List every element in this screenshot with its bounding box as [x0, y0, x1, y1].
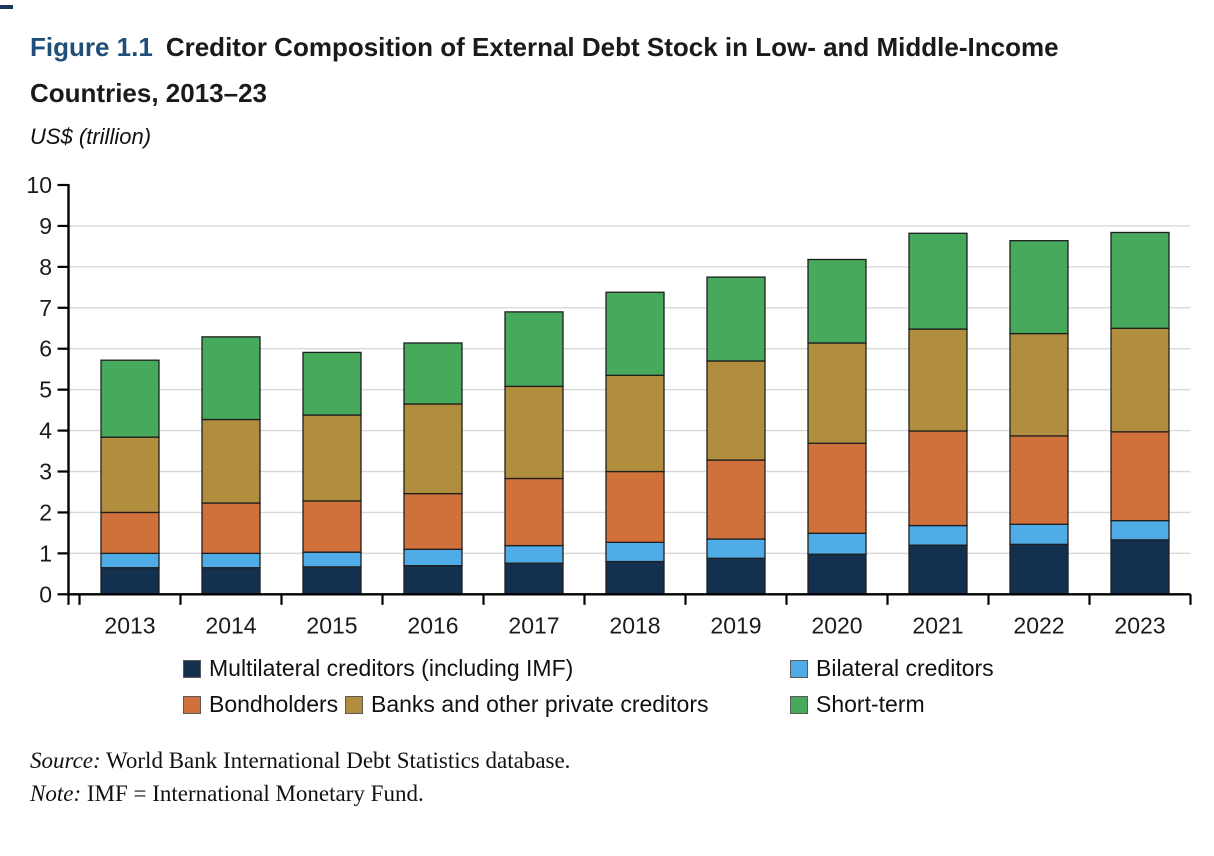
legend-label-bondholders: Bondholders: [209, 691, 339, 717]
svg-text:2014: 2014: [205, 612, 256, 638]
svg-text:5: 5: [39, 377, 52, 403]
svg-text:8: 8: [39, 254, 52, 280]
svg-text:2015: 2015: [306, 612, 357, 638]
note-line: Note: IMF = International Monetary Fund.: [30, 777, 570, 810]
axis-labels: 0 1 2 3 4 5 6 7 8 9 10 2013 2014 2015 2016 2017 2018 2019…: [26, 172, 1165, 638]
svg-text:2020: 2020: [811, 612, 862, 638]
note-lead: Note:: [30, 781, 82, 806]
svg-text:2: 2: [39, 499, 52, 525]
svg-text:2022: 2022: [1013, 612, 1064, 638]
axes: [57, 183, 1192, 605]
svg-text:3: 3: [39, 459, 52, 485]
legend-swatch-banks-private-creditors: [345, 695, 363, 714]
legend-swatch-bilateral-creditors: [790, 659, 808, 678]
legend-item-multilateral-creditors: Multilateral creditors (including IMF): [183, 655, 573, 682]
figure-number-label: Figure 1.1: [30, 32, 153, 62]
top-left-dash: [0, 5, 13, 9]
legend-label-bilateral-creditors: Bilateral creditors: [816, 655, 994, 681]
legend-item-bondholders: Bondholders: [183, 691, 338, 718]
source-text: World Bank International Debt Statistics…: [100, 748, 571, 773]
figure-title-line1: Figure 1.1 Creditor Composition of Extern…: [30, 24, 1190, 70]
legend-label-banks-private-creditors: Banks and other private creditors: [371, 691, 709, 717]
note-text: IMF = International Monetary Fund.: [81, 781, 424, 806]
source-note-block: Source: World Bank International Debt St…: [30, 744, 570, 810]
axis-unit-label: US$ (trillion): [30, 124, 152, 149]
svg-text:2016: 2016: [407, 612, 458, 638]
legend-item-short-term: Short-term: [790, 691, 925, 718]
figure-title-text: Creditor Composition of External Debt St…: [165, 32, 1059, 62]
legend-swatch-multilateral-creditors: [183, 659, 201, 678]
svg-text:2023: 2023: [1114, 612, 1165, 638]
legend-swatch-bondholders: [183, 695, 201, 714]
legend-swatch-short-term: [790, 695, 808, 714]
svg-text:2017: 2017: [508, 612, 559, 638]
source-line: Source: World Bank International Debt St…: [30, 744, 570, 777]
stacked-bar-chart: 0 1 2 3 4 5 6 7 8 9 10 2013 2014 2015 2016 2017 2018 2019…: [26, 172, 1192, 638]
legend-label-multilateral-creditors: Multilateral creditors (including IMF): [209, 655, 574, 681]
figure-title-line2: Countries, 2013–23: [30, 78, 268, 108]
figure-title: Figure 1.1 Creditor Composition of Extern…: [30, 24, 1190, 116]
svg-text:2018: 2018: [609, 612, 660, 638]
svg-text:4: 4: [39, 418, 52, 444]
svg-text:7: 7: [39, 295, 52, 321]
svg-text:9: 9: [39, 213, 52, 239]
svg-text:1: 1: [39, 540, 52, 566]
svg-text:2021: 2021: [912, 612, 963, 638]
bars: [100, 231, 1170, 595]
svg-text:2019: 2019: [710, 612, 761, 638]
svg-text:0: 0: [39, 581, 52, 607]
svg-text:6: 6: [39, 336, 52, 362]
legend-label-short-term: Short-term: [816, 691, 925, 717]
source-lead: Source:: [30, 748, 101, 773]
legend-item-bilateral-creditors: Bilateral creditors: [790, 655, 994, 682]
svg-text:2013: 2013: [104, 612, 155, 638]
svg-text:10: 10: [26, 172, 52, 198]
legend-item-banks-private-creditors: Banks and other private creditors: [345, 691, 709, 718]
